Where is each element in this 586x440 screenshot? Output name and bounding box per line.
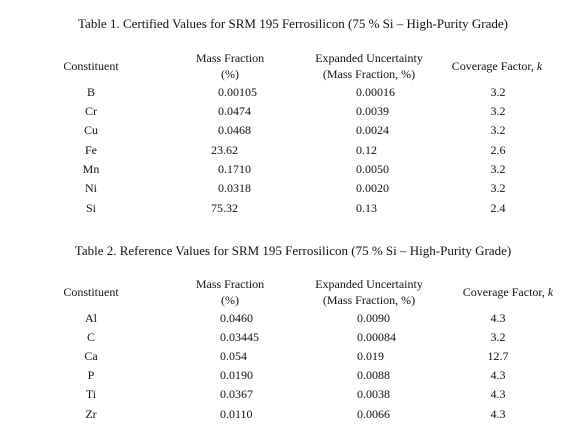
table2-cell-uncertainty: 0.00084 <box>357 330 396 344</box>
table2-cell-uncertainty: 0.019 <box>357 349 384 363</box>
table2-cell-coverage: 12.7 <box>487 349 509 363</box>
table1-cell-constituent: Cu <box>83 123 99 137</box>
table2-cell-mass-fraction: 0.0110 <box>220 407 253 421</box>
table2-cell-coverage: 4.3 <box>490 387 506 401</box>
table2-cell-coverage: 4.3 <box>490 368 506 382</box>
table1-cell-uncertainty: 0.0039 <box>356 104 389 118</box>
table2-cell-constituent: Zr <box>85 407 97 421</box>
table2-cell-uncertainty: 0.0088 <box>357 368 390 382</box>
table1-cell-uncertainty: 0.00016 <box>356 85 395 99</box>
table2-caption: Table 2. Reference Values for SRM 195 Fe… <box>74 243 512 258</box>
table1-header-coverage: Coverage Factor, k <box>452 58 542 74</box>
table1-cell-mass-fraction: 75.32 <box>211 201 238 215</box>
table1-cell-uncertainty: 0.0020 <box>356 181 389 195</box>
table1-header-mass-fraction-line2: (%) <box>220 67 239 81</box>
table1-header-coverage-k: k <box>536 59 543 73</box>
table1-cell-uncertainty: 0.12 <box>356 143 377 157</box>
table2-cell-uncertainty: 0.0090 <box>357 311 390 325</box>
table1-cell-coverage: 3.2 <box>490 123 506 137</box>
table1-cell-mass-fraction: 0.1710 <box>218 162 251 176</box>
table2-cell-mass-fraction: 0.054 <box>220 349 247 363</box>
table2-cell-coverage: 3.2 <box>490 330 506 344</box>
table2-header-constituent: Constituent <box>63 285 119 299</box>
table2-cell-uncertainty: 0.0038 <box>357 387 390 401</box>
table1-cell-mass-fraction: 0.0318 <box>218 181 251 195</box>
table1-cell-constituent: Si <box>85 201 97 215</box>
table1-cell-mass-fraction: 23.62 <box>211 143 238 157</box>
table1-header-mass-fraction: Mass Fraction (%) <box>196 50 264 82</box>
table1-header-mass-fraction-line1: Mass Fraction <box>195 51 265 65</box>
table2-cell-constituent: Ti <box>85 387 97 401</box>
table1-cell-coverage: 3.2 <box>490 181 506 195</box>
table1-cell-uncertainty: 0.0050 <box>356 162 389 176</box>
table1-cell-coverage: 2.6 <box>490 143 506 157</box>
table2-header-mass-fraction: Mass Fraction (%) <box>196 276 264 308</box>
table1-cell-constituent: B <box>86 85 96 99</box>
table2-header-uncertainty-line2: (Mass Fraction, %) <box>322 293 416 307</box>
table2-header-mass-fraction-line1: Mass Fraction <box>195 277 265 291</box>
table2-header-uncertainty-line1: Expanded Uncertainty <box>315 277 423 291</box>
table2-header-uncertainty: Expanded Uncertainty (Mass Fraction, %) <box>315 276 423 308</box>
table1-header-uncertainty-line1: Expanded Uncertainty <box>315 51 423 65</box>
table1-cell-coverage: 3.2 <box>490 162 506 176</box>
table1-cell-uncertainty: 0.0024 <box>356 123 389 137</box>
table1-cell-constituent: Ni <box>85 181 97 195</box>
table2-cell-constituent: Al <box>85 311 97 325</box>
table2-header-coverage: Coverage Factor, k <box>463 284 553 300</box>
table1-cell-constituent: Mn <box>82 162 100 176</box>
table1-cell-coverage: 2.4 <box>490 201 506 215</box>
table1-header-uncertainty: Expanded Uncertainty (Mass Fraction, %) <box>315 50 423 82</box>
table2-cell-uncertainty: 0.0066 <box>357 407 390 421</box>
table1-cell-uncertainty: 0.13 <box>356 201 377 215</box>
table1-caption: Table 1. Certified Values for SRM 195 Fe… <box>78 16 508 31</box>
table2-header-coverage-text: Coverage Factor, <box>462 285 548 299</box>
table2-cell-coverage: 4.3 <box>490 407 506 421</box>
table2-cell-mass-fraction: 0.03445 <box>220 330 259 344</box>
table2-cell-mass-fraction: 0.0460 <box>220 311 253 325</box>
table1-header-constituent: Constituent <box>63 59 119 73</box>
table2-header-mass-fraction-line2: (%) <box>220 293 239 307</box>
table2-cell-constituent: Ca <box>84 349 98 363</box>
table1-cell-mass-fraction: 0.00105 <box>218 85 257 99</box>
table2-cell-mass-fraction: 0.0367 <box>220 387 253 401</box>
table1-cell-constituent: Fe <box>85 143 97 157</box>
table2-cell-constituent: C <box>86 330 96 344</box>
table1-header-uncertainty-line2: (Mass Fraction, %) <box>322 67 416 81</box>
table1-cell-constituent: Cr <box>85 104 97 118</box>
table1-header-coverage-text: Coverage Factor, <box>451 59 537 73</box>
table1-cell-coverage: 3.2 <box>490 104 506 118</box>
table2-cell-constituent: P <box>87 368 95 382</box>
table2-cell-coverage: 4.3 <box>490 311 506 325</box>
table1-cell-coverage: 3.2 <box>490 85 506 99</box>
table1-cell-mass-fraction: 0.0474 <box>218 104 251 118</box>
table1-cell-mass-fraction: 0.0468 <box>218 123 251 137</box>
table2-cell-mass-fraction: 0.0190 <box>220 368 253 382</box>
table2-header-coverage-k: k <box>547 285 554 299</box>
